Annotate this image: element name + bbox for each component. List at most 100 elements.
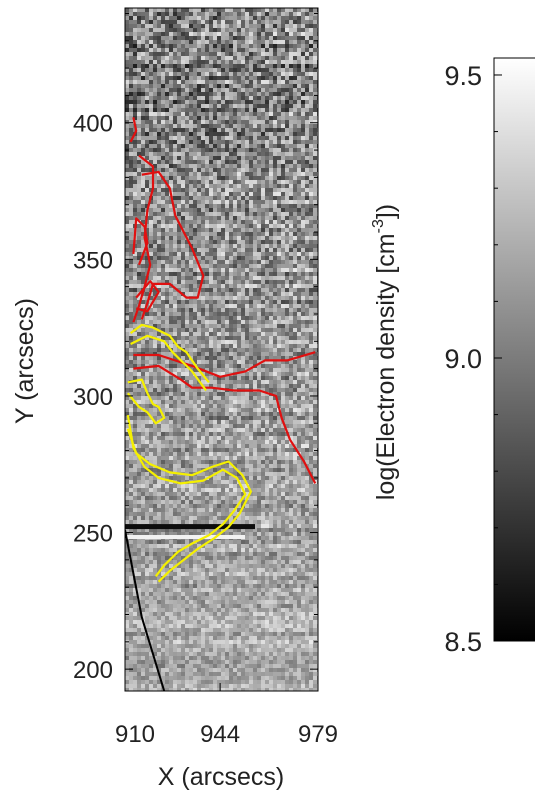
heatmap-cell: [193, 384, 198, 389]
heatmap-cell: [153, 240, 158, 245]
heatmap-cell: [125, 176, 130, 181]
heatmap-cell: [165, 140, 170, 145]
heatmap-cell: [253, 92, 258, 97]
heatmap-cell: [189, 112, 194, 117]
heatmap-cell: [209, 36, 214, 41]
heatmap-cell: [173, 92, 178, 97]
heatmap-cell: [125, 352, 130, 357]
heatmap-cell: [153, 24, 158, 29]
heatmap-cell: [245, 140, 250, 145]
heatmap-cell: [217, 280, 222, 285]
heatmap-cell: [181, 372, 186, 377]
heatmap-cell: [149, 256, 154, 261]
heatmap-cell: [161, 344, 166, 349]
heatmap-cell: [225, 48, 230, 53]
heatmap-cell: [233, 252, 238, 257]
heatmap-cell: [125, 276, 130, 281]
heatmap-cell: [193, 200, 198, 205]
heatmap-cell: [165, 144, 170, 149]
heatmap-cell: [293, 196, 298, 201]
heatmap-cell: [209, 392, 214, 397]
heatmap-cell: [161, 208, 166, 213]
heatmap-cell: [273, 408, 278, 413]
heatmap-cell: [301, 408, 306, 413]
heatmap-cell: [129, 400, 134, 405]
heatmap-cell: [157, 68, 162, 73]
heatmap-cell: [253, 304, 258, 309]
heatmap-cell: [253, 132, 258, 137]
heatmap-cell: [273, 272, 278, 277]
heatmap-cell: [313, 76, 318, 81]
heatmap-cell: [253, 276, 258, 281]
heatmap-cell: [157, 400, 162, 405]
heatmap-cell: [273, 160, 278, 165]
heatmap-cell: [173, 136, 178, 141]
heatmap-cell: [229, 16, 234, 21]
heatmap-cell: [265, 400, 270, 405]
heatmap-cell: [285, 408, 290, 413]
heatmap-cell: [313, 20, 318, 25]
heatmap-cell: [205, 412, 210, 417]
heatmap-cell: [129, 72, 134, 77]
heatmap-cell: [137, 12, 142, 17]
heatmap-cell: [281, 268, 286, 273]
heatmap-cell: [293, 116, 298, 121]
heatmap-cell: [229, 320, 234, 325]
heatmap-cell: [185, 280, 190, 285]
heatmap-cell: [221, 260, 226, 265]
heatmap-cell: [269, 140, 274, 145]
heatmap-cell: [193, 180, 198, 185]
heatmap-cell: [205, 8, 210, 13]
heatmap-cell: [165, 384, 170, 389]
heatmap-cell: [173, 220, 178, 225]
heatmap-cell: [273, 52, 278, 57]
heatmap-cell: [285, 32, 290, 37]
heatmap-cell: [149, 48, 154, 53]
heatmap-cell: [241, 156, 246, 161]
heatmap-cell: [301, 300, 306, 305]
heatmap-cell: [169, 80, 174, 85]
heatmap-cell: [301, 24, 306, 29]
heatmap-cell: [241, 256, 246, 261]
heatmap-cell: [217, 32, 222, 37]
heatmap-cell: [201, 196, 206, 201]
heatmap-cell: [213, 400, 218, 405]
heatmap-cell: [233, 264, 238, 269]
heatmap-cell: [241, 272, 246, 277]
heatmap-cell: [277, 264, 282, 269]
heatmap-cell: [313, 316, 318, 321]
heatmap-cell: [237, 152, 242, 157]
heatmap-cell: [297, 320, 302, 325]
heatmap-cell: [217, 304, 222, 309]
heatmap-cell: [285, 176, 290, 181]
heatmap-cell: [237, 52, 242, 57]
heatmap-cell: [265, 124, 270, 129]
heatmap-cell: [165, 316, 170, 321]
heatmap-cell: [165, 132, 170, 137]
heatmap-cell: [269, 288, 274, 293]
heatmap-cell: [293, 372, 298, 377]
heatmap-cell: [217, 156, 222, 161]
heatmap-cell: [217, 72, 222, 77]
heatmap-cell: [257, 208, 262, 213]
heatmap-cell: [209, 252, 214, 257]
heatmap-cell: [241, 276, 246, 281]
heatmap-cell: [133, 104, 138, 109]
heatmap-cell: [257, 312, 262, 317]
heatmap-cell: [125, 144, 130, 149]
heatmap-cell: [293, 212, 298, 217]
heatmap-cell: [293, 340, 298, 345]
heatmap-cell: [161, 96, 166, 101]
heatmap-cell: [173, 396, 178, 401]
heatmap-cell: [153, 204, 158, 209]
heatmap-cell: [265, 256, 270, 261]
heatmap-cell: [273, 324, 278, 329]
heatmap-cell: [161, 12, 166, 17]
heatmap-cell: [145, 404, 150, 409]
heatmap-cell: [285, 344, 290, 349]
heatmap-cell: [189, 88, 194, 93]
heatmap-cell: [285, 368, 290, 373]
heatmap-cell: [229, 52, 234, 57]
heatmap-cell: [221, 400, 226, 405]
heatmap-cell: [249, 236, 254, 241]
